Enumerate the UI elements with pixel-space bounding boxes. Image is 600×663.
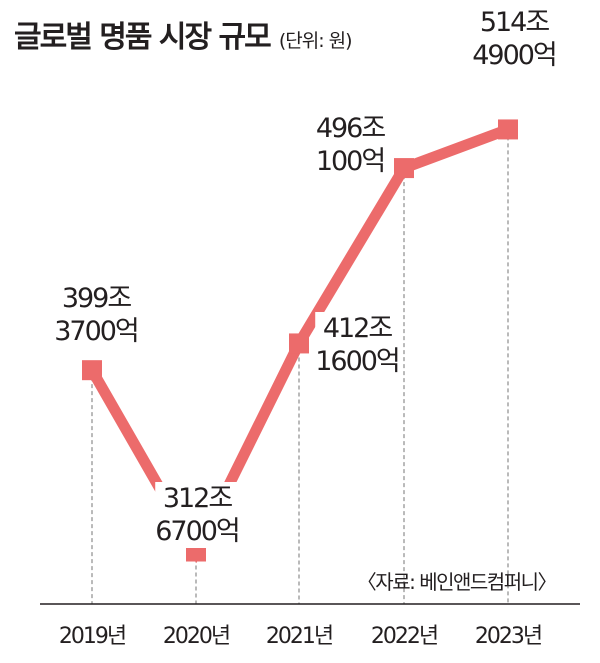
data-label-line: 312조 bbox=[162, 483, 233, 514]
data-label-line: 496조 bbox=[315, 113, 386, 144]
data-label-0: 399조 3700억 bbox=[54, 282, 140, 348]
data-label-line: 1600억 bbox=[315, 346, 401, 377]
data-markers bbox=[82, 119, 518, 562]
data-label-line: 3700억 bbox=[54, 316, 140, 347]
data-point-3 bbox=[394, 158, 414, 179]
chart-title-text: 글로벌 명품 시장 규모 bbox=[14, 20, 272, 55]
data-label-line: 6700억 bbox=[155, 516, 241, 547]
data-label-4: 514조 4900억 bbox=[472, 6, 558, 72]
data-label-line: 4900억 bbox=[472, 40, 558, 71]
data-point-0 bbox=[82, 360, 102, 381]
data-label-line: 412조 bbox=[322, 313, 393, 344]
data-label-line: 514조 bbox=[479, 7, 550, 38]
data-label-3: 496조 100억 bbox=[315, 112, 386, 178]
data-label-1: 312조 6700억 bbox=[155, 482, 241, 548]
chart-title: 글로벌 명품 시장 규모 (단위: 원) bbox=[14, 12, 353, 56]
data-label-line: 399조 bbox=[61, 283, 132, 314]
data-point-2 bbox=[289, 333, 309, 354]
unit-label: (단위: 원) bbox=[278, 30, 353, 52]
x-tick-label: 2022년 bbox=[370, 624, 439, 649]
x-tick-label: 2019년 bbox=[58, 624, 127, 649]
data-point-4 bbox=[498, 119, 518, 140]
source-note: 〈자료: 베인앤드컴퍼니〉 bbox=[356, 570, 558, 594]
data-label-2: 412조 1600억 bbox=[315, 312, 401, 378]
x-tick-label: 2023년 bbox=[474, 624, 543, 649]
x-tick-label: 2021년 bbox=[265, 624, 334, 649]
x-tick-label: 2020년 bbox=[162, 624, 231, 649]
data-label-line: 100억 bbox=[315, 146, 386, 177]
